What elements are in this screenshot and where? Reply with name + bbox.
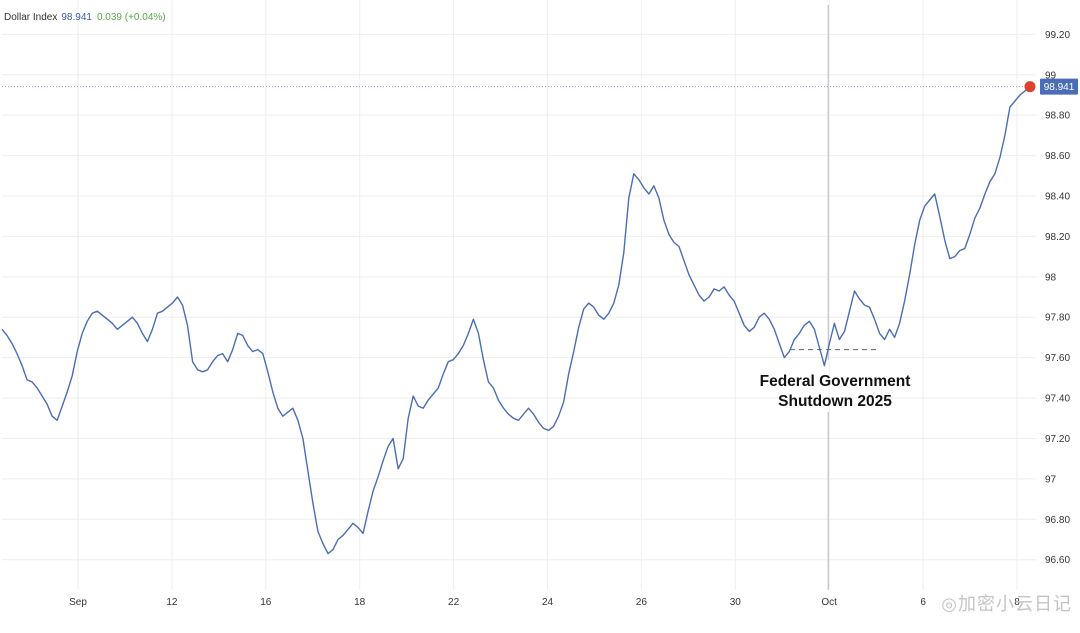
y-tick-label: 99.20 (1045, 30, 1070, 41)
y-tick-label: 97.80 (1045, 313, 1070, 324)
y-tick-label: 97 (1045, 474, 1057, 485)
y-tick-label: 98.60 (1045, 151, 1070, 162)
last-price-label-bg (1040, 78, 1078, 95)
x-tick-label: 16 (260, 597, 272, 608)
y-tick-label: 97.40 (1045, 394, 1070, 405)
x-tick-label: 18 (354, 597, 366, 608)
annotation-text: Shutdown 2025 (778, 393, 892, 410)
series-line (1, 86, 1031, 555)
annotation-text: Federal Government (760, 373, 911, 390)
x-tick-label: Sep (69, 597, 87, 608)
grid (2, 0, 1036, 590)
y-tick-label: 96.80 (1045, 515, 1070, 526)
y-tick-label: 99 (1045, 70, 1057, 81)
x-tick-label: 22 (448, 597, 460, 608)
annotation-layer: Federal Government Shutdown 2025 (2, 5, 1036, 590)
x-tick-label: 26 (636, 597, 648, 608)
x-tick-label: 30 (730, 597, 742, 608)
series-layer (1, 81, 1036, 555)
last-price-label: 98.941 (1044, 82, 1075, 93)
y-tick-label: 98.20 (1045, 232, 1070, 243)
legend-change: 0.039 (+0.04%) (96, 12, 166, 23)
y-tick-label: 98 (1045, 272, 1057, 283)
x-tick-label: 8 (1014, 597, 1020, 608)
x-tick-label: 24 (542, 597, 554, 608)
legend: Dollar Index 98.941 0.039 (+0.04%) (4, 12, 166, 23)
x-tick-label: Oct (821, 597, 837, 608)
y-tick-label: 97.60 (1045, 353, 1070, 364)
legend-value: 98.941 (61, 12, 92, 23)
x-tick-label: 6 (920, 597, 926, 608)
y-tick-label: 97.20 (1045, 434, 1070, 445)
watermark: ◎加密小云日记 (941, 594, 1072, 615)
y-tick-label: 98.40 (1045, 191, 1070, 202)
y-tick-label: 96.60 (1045, 555, 1070, 566)
x-tick-label: 12 (166, 597, 178, 608)
legend-name: Dollar Index (4, 12, 58, 23)
y-tick-label: 98.80 (1045, 111, 1070, 122)
axis-layer: Sep 12 16 18 22 24 26 30 Oct 6 8 96.60 96.80 97 97.20 9… (69, 30, 1078, 608)
last-point-marker (1024, 81, 1036, 93)
